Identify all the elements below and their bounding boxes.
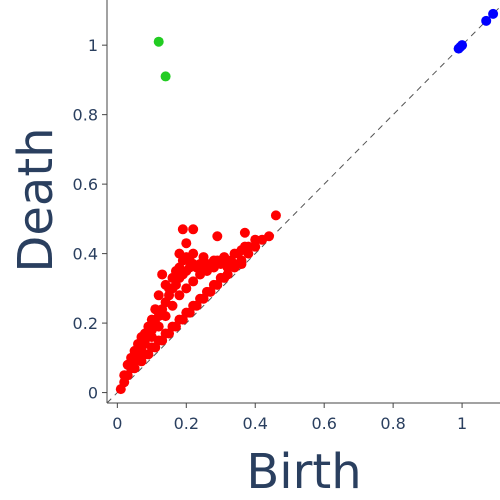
series-2 — [453, 8, 499, 54]
data-point — [181, 238, 192, 249]
data-point — [212, 279, 223, 290]
data-point — [150, 304, 161, 315]
data-point — [153, 321, 164, 332]
data-point — [243, 248, 254, 259]
y-tick-label: 1 — [88, 36, 98, 55]
data-point — [150, 342, 161, 353]
y-tick-label: 0.2 — [73, 314, 98, 333]
series-1 — [153, 36, 171, 82]
y-tick-label: 0.4 — [73, 245, 98, 264]
data-point — [236, 259, 247, 270]
data-point — [188, 224, 199, 235]
data-point — [264, 231, 275, 242]
data-point — [160, 279, 171, 290]
x-tick-label: 1 — [457, 414, 467, 433]
data-point — [219, 272, 230, 283]
data-point — [195, 262, 206, 273]
data-point — [129, 363, 140, 374]
data-point — [167, 272, 178, 283]
data-point — [184, 307, 195, 318]
x-tick-label: 0.2 — [174, 414, 199, 433]
data-point — [181, 283, 192, 294]
data-point — [136, 356, 147, 367]
data-point — [243, 241, 254, 252]
tick-labels: 0 0.2 0.4 0.6 0.8 1 0 0.2 0.4 0.6 0.8 1 — [73, 36, 468, 433]
data-point — [488, 8, 499, 19]
data-point — [164, 328, 175, 339]
data-point — [239, 227, 250, 238]
y-axis-title: Death — [8, 127, 64, 272]
data-point — [205, 286, 216, 297]
data-point — [170, 321, 181, 332]
data-point — [177, 255, 188, 266]
data-point — [208, 259, 219, 270]
x-tick-label: 0.4 — [243, 414, 268, 433]
data-point — [177, 224, 188, 235]
data-point — [198, 252, 209, 263]
axes — [102, 0, 500, 408]
data-point — [188, 248, 199, 259]
x-tick-label: 0 — [112, 414, 122, 433]
data-point — [198, 293, 209, 304]
points-layer — [115, 8, 499, 395]
data-point — [250, 234, 261, 245]
data-point — [160, 311, 171, 322]
data-point — [157, 269, 168, 280]
data-point — [157, 335, 168, 346]
data-point — [188, 276, 199, 287]
data-point — [160, 71, 171, 82]
data-point — [191, 300, 202, 311]
data-point — [119, 370, 130, 381]
x-tick-label: 0.6 — [311, 414, 336, 433]
data-point — [481, 15, 492, 26]
data-point — [167, 300, 178, 311]
y-tick-label: 0.6 — [73, 175, 98, 194]
y-tick-label: 0 — [88, 384, 98, 403]
data-point — [153, 290, 164, 301]
data-point — [270, 210, 281, 221]
data-point — [250, 241, 261, 252]
x-axis-title: Birth — [246, 444, 361, 500]
data-point — [455, 41, 466, 52]
series-0 — [115, 210, 281, 395]
data-point — [174, 290, 185, 301]
x-tick-label: 0.8 — [380, 414, 405, 433]
y-tick-label: 0.8 — [73, 106, 98, 125]
data-point — [153, 36, 164, 47]
data-point — [143, 349, 154, 360]
data-point — [177, 314, 188, 325]
data-point — [212, 231, 223, 242]
